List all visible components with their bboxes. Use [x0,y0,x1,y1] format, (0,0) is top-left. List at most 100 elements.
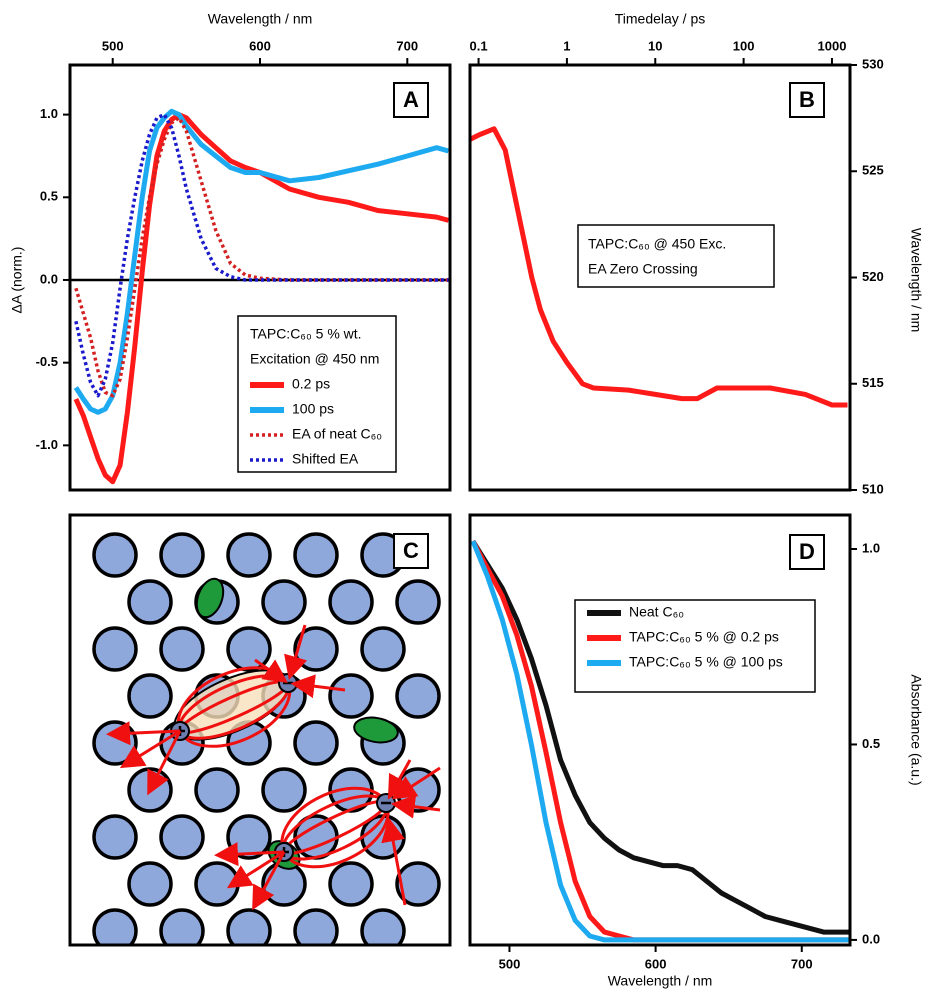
molecule [127,861,173,907]
y-tick-label: -0.5 [36,354,58,369]
x-tick-label: 1000 [818,38,847,53]
molecule [360,626,406,672]
x-tick-label: 500 [499,956,521,971]
plot-frame [68,63,452,492]
panel-label: B [799,87,815,112]
x-tick-label: 10 [648,38,662,53]
molecule [92,532,138,578]
molecule [293,908,339,945]
molecule [360,908,406,945]
field-arrow [254,658,288,683]
molecule [328,579,374,625]
data-line [73,112,450,485]
x-axis-title: Wavelength / nm [208,11,313,27]
molecule [395,861,441,907]
molecule [395,579,441,625]
data-line [74,112,449,398]
y-tick-label: -1.0 [36,437,58,452]
molecule [226,532,272,578]
legend-label: TAPC:C₆₀ 5 % @ 100 ps [629,654,783,670]
molecule [92,720,138,766]
field-arrow [119,729,181,769]
y-tick-label: 0.5 [40,189,58,204]
legend-label: 0.2 ps [292,376,330,392]
legend-label: EA of neat C₆₀ [292,426,382,442]
donor [195,577,225,619]
molecule [261,861,307,907]
data-line [73,108,450,415]
y-axis-title: Wavelength / nm [908,228,924,333]
y-tick-label: 520 [862,269,884,284]
x-tick-label: 600 [645,956,667,971]
x-tick-label: 1 [563,38,570,53]
plot-frame [468,63,852,492]
diagram-c [92,532,441,945]
field-arrow [381,817,407,906]
y-axis-title: ΔA (norm.) [9,247,25,314]
field-arrow [252,851,286,911]
x-tick-label: 700 [791,956,813,971]
molecule [127,579,173,625]
molecule [293,532,339,578]
molecule [92,908,138,945]
diagram-frame [68,513,452,947]
x-axis-title: Wavelength / nm [608,973,713,989]
x-tick-label: 700 [396,38,418,53]
y-tick-label: 530 [862,56,884,71]
field-arrow [290,674,346,699]
panel-label: C [403,538,419,563]
panel-label-box [393,533,429,569]
molecule [226,908,272,945]
annotation: TAPC:C₆₀ 5 % wt. [250,326,362,342]
molecule [261,767,307,813]
y-tick-label: 1.0 [40,106,58,121]
molecule [92,814,138,860]
legend-label: Shifted EA [292,451,359,467]
panel-label-box [789,82,825,118]
y-tick-label: 0.5 [862,736,880,751]
molecule [328,673,374,719]
molecule [226,626,272,672]
plot-frame [468,513,852,947]
field-arrow [147,730,182,796]
field-arrow [284,624,308,681]
data-line [470,126,848,408]
field-arrow [226,850,285,889]
molecule [127,673,173,719]
legend-box [237,315,397,473]
field-arrow [387,759,412,800]
donor [353,716,399,744]
panel-label-box [393,82,429,118]
field-arrow [214,842,285,867]
molecule [194,767,240,813]
x-axis-title: Timedelay / ps [615,11,706,27]
molecule [395,673,441,719]
molecule [159,908,205,945]
molecule [159,626,205,672]
y-tick-label: 525 [862,163,884,178]
legend-label: TAPC:C₆₀ 5 % @ 0.2 ps [629,629,779,645]
y-tick-label: 515 [862,375,884,390]
annotation-box [577,224,775,288]
x-tick-label: 500 [102,38,124,53]
annotation: Excitation @ 450 nm [250,351,379,367]
data-line [470,540,850,943]
legend-label: 100 ps [292,401,334,417]
y-tick-label: 0.0 [40,271,58,286]
field-arrow [390,794,441,819]
y-tick-label: 0.0 [862,931,880,946]
molecule [293,720,339,766]
molecule [328,861,374,907]
molecule [159,814,205,860]
x-tick-label: 600 [249,38,271,53]
molecule [159,532,205,578]
molecule [92,626,138,672]
molecule [261,579,307,625]
y-tick-label: 510 [862,481,884,496]
y-tick-label: 1.0 [862,540,880,555]
data-line [470,539,850,935]
panel-label: A [403,87,419,112]
y-axis-title: Absorbance (a.u.) [908,674,924,785]
legend-label: Neat C₆₀ [629,604,684,620]
